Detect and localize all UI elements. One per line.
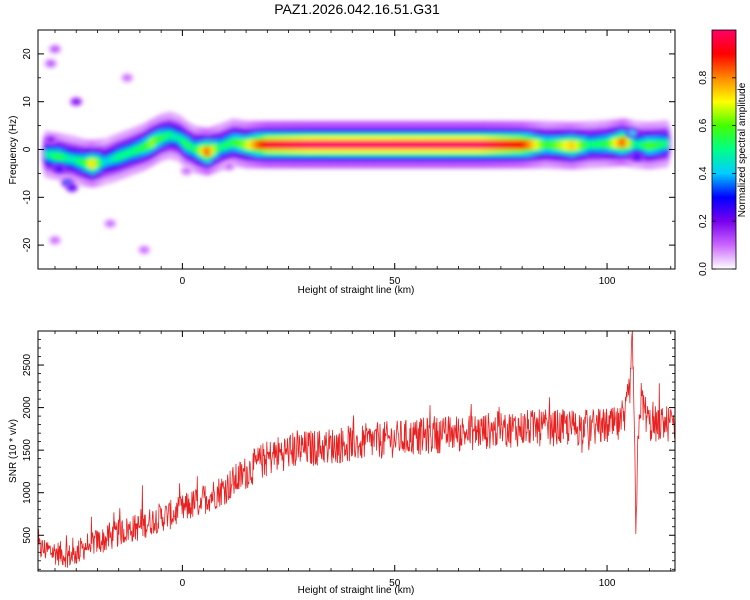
spectrogram-axes: 0 50 100 -20 -10 0 10 20	[22, 29, 675, 287]
colorbar: 0.0 0.2 0.4 0.6 0.8 Normalized spectral ampl…	[698, 29, 748, 276]
figure-title: PAZ1.2026.042.16.51.G31	[274, 1, 440, 17]
spectral-blob	[225, 163, 234, 170]
spectral-blob	[628, 129, 637, 136]
y-tick-label: -10	[22, 190, 33, 205]
spectral-blob	[46, 136, 55, 143]
spectral-blob	[51, 237, 59, 244]
x-tick-label: 100	[599, 276, 616, 287]
spectral-cell	[664, 139, 669, 149]
y-tick-label: 10	[22, 96, 33, 108]
spectral-blob	[46, 60, 55, 67]
snr-panel: 0 50 100 500 1000 1500 2000 2500 Height of stra…	[8, 330, 676, 596]
x-tick-label: 50	[389, 578, 401, 589]
snr-ylabel: SNR (10 * v/v)	[8, 419, 19, 483]
spectrogram-panel: 0 50 100 -20 -10 0 10 20 Height of straight lin…	[8, 29, 676, 296]
x-tick-label: 0	[180, 578, 186, 589]
colorbar-tick-label: 0.4	[698, 166, 709, 180]
spectral-blob	[632, 153, 641, 160]
y-tick-label: 1500	[22, 439, 33, 462]
snr-frame	[37, 330, 676, 572]
colorbar-ticks: 0.0 0.2 0.4 0.6 0.8	[698, 70, 736, 276]
spectral-blob	[51, 46, 59, 53]
colorbar-tick-label: 0.8	[698, 70, 709, 84]
y-tick-label: 2000	[22, 396, 33, 419]
colorbar-label: Normalized spectral amplitude	[737, 82, 748, 217]
y-tick-label: 2500	[22, 353, 33, 376]
colorbar-tick-label: 0.2	[698, 214, 709, 228]
spectrogram-marks	[41, 44, 672, 255]
spectral-blob	[68, 184, 76, 191]
spectral-blob	[182, 168, 191, 174]
y-tick-label: 0	[22, 146, 33, 152]
y-tick-label: -20	[22, 237, 33, 252]
colorbar-tick-label: 0.6	[698, 118, 709, 132]
spectral-ridge	[41, 111, 672, 188]
x-tick-label: 0	[180, 276, 186, 287]
spectral-blob	[106, 220, 115, 227]
spectral-blob	[140, 246, 149, 253]
colorbar-tick-label: 0.0	[698, 262, 709, 276]
y-tick-label: 1000	[22, 481, 33, 504]
spectral-blob	[123, 74, 132, 81]
spectrogram-xlabel: Height of straight line (km)	[298, 285, 415, 296]
snr-plot-area	[38, 331, 675, 571]
x-tick-label: 100	[599, 578, 616, 589]
snr-series-line	[38, 331, 675, 568]
spectral-blob	[72, 98, 81, 105]
x-tick-label: 50	[389, 276, 401, 287]
y-tick-label: 500	[22, 526, 33, 543]
spectrogram-ylabel: Frequency (Hz)	[8, 116, 19, 185]
y-tick-label: 20	[22, 48, 33, 60]
spectral-blob	[55, 165, 64, 172]
spectral-blobs	[44, 44, 644, 255]
snr-axes: 0 50 100 500 1000 1500 2000 2500	[22, 330, 675, 589]
snr-marks	[38, 331, 675, 568]
colorbar-gradient	[711, 29, 737, 270]
snr-xlabel: Height of straight line (km)	[298, 585, 415, 596]
